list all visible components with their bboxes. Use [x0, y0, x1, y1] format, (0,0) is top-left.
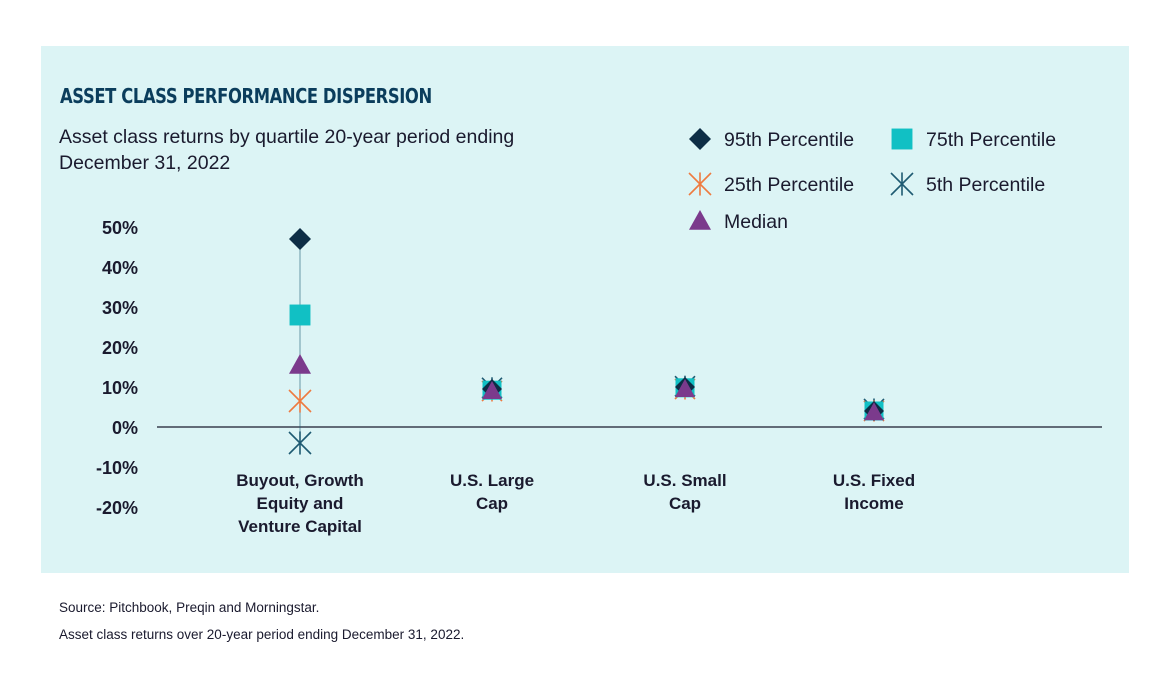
category-label: Equity and [257, 494, 344, 513]
y-tick-label: 20% [102, 338, 138, 358]
legend-marker-triangle [689, 210, 711, 230]
data-marks [288, 228, 885, 455]
category-label: Income [844, 494, 904, 513]
y-tick-label: -10% [96, 458, 138, 478]
category-label: Venture Capital [238, 517, 362, 536]
category-label: U.S. Small [643, 471, 726, 490]
category-label: U.S. Fixed [833, 471, 915, 490]
legend: 95th Percentile 75th Percentile 25th Perce… [688, 128, 1056, 233]
data-point-diamond [289, 228, 311, 250]
legend-marker-square [891, 128, 913, 150]
legend-marker-diamond [689, 128, 711, 150]
data-point-triangle [482, 381, 502, 399]
chart-subtitle: Asset class returns by quartile 20-year … [59, 126, 515, 174]
legend-label: 5th Percentile [926, 174, 1045, 196]
y-tick-label: 10% [102, 378, 138, 398]
y-tick-label: 0% [112, 418, 138, 438]
legend-label: 95th Percentile [724, 129, 854, 151]
data-point-x [288, 389, 312, 413]
legend-label: 25th Percentile [724, 174, 854, 196]
data-point-square [289, 304, 311, 326]
category-label: Cap [476, 494, 508, 513]
legend-label: 75th Percentile [926, 129, 1056, 151]
data-point-triangle [675, 379, 695, 397]
footnote: Asset class returns over 20-year period … [59, 627, 465, 642]
y-tick-label: -20% [96, 498, 138, 518]
data-point-triangle [289, 354, 311, 374]
legend-marker-asterisk [890, 172, 914, 196]
data-point-asterisk [288, 431, 312, 455]
y-axis: 50% 40% 30% 20% 10% 0% -10% -20% [96, 218, 1102, 518]
chart-title: ASSET CLASS PERFORMANCE DISPERSION [60, 84, 432, 108]
data-point-triangle [864, 402, 884, 421]
y-tick-label: 40% [102, 258, 138, 278]
legend-marker-x [688, 172, 712, 196]
y-tick-label: 50% [102, 218, 138, 238]
y-tick-label: 30% [102, 298, 138, 318]
legend-label: Median [724, 211, 788, 233]
source-note: Source: Pitchbook, Preqin and Morningsta… [59, 600, 320, 615]
chart-panel [41, 46, 1129, 573]
category-label: U.S. Large [450, 471, 534, 490]
category-labels: Buyout, Growth Equity and Venture Capital U… [236, 471, 915, 536]
category-label: Cap [669, 494, 701, 513]
category-label: Buyout, Growth [236, 471, 363, 490]
